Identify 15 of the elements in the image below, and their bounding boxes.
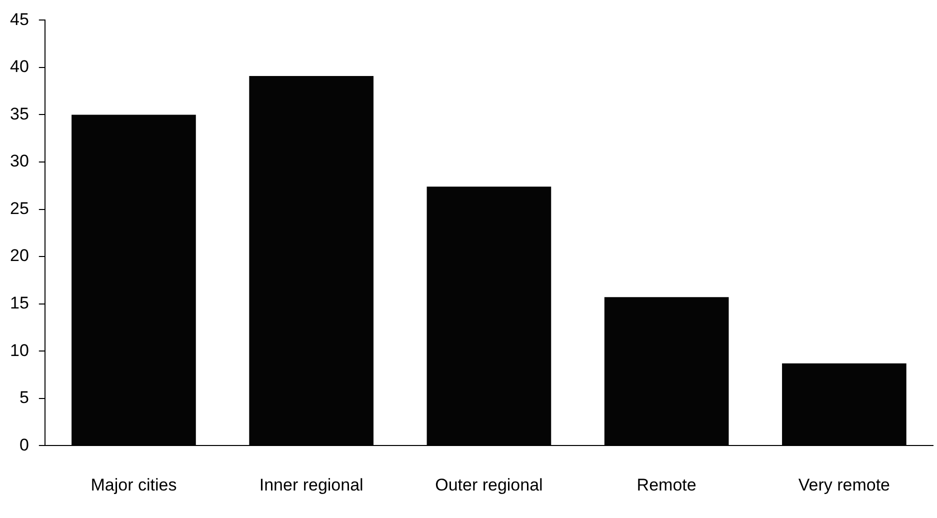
- y-tick-label: 45: [10, 10, 29, 29]
- x-tick-label: Inner regional: [259, 475, 364, 494]
- x-tick-label: Major cities: [90, 475, 177, 494]
- y-tick-label: 30: [10, 152, 29, 171]
- y-tick-label: 0: [19, 435, 29, 454]
- y-tick-label: 15: [10, 293, 29, 312]
- x-tick-label: Very remote: [798, 475, 890, 494]
- x-tick-label: Outer regional: [435, 475, 543, 494]
- y-tick-label: 35: [10, 104, 29, 124]
- y-tick-label: 20: [10, 246, 29, 266]
- y-tick-label: 25: [10, 198, 29, 218]
- y-tick-label: 5: [19, 388, 29, 408]
- y-tick-label: 10: [10, 340, 29, 360]
- y-tick-label: 40: [10, 57, 29, 76]
- x-tick-label: Remote: [636, 475, 696, 494]
